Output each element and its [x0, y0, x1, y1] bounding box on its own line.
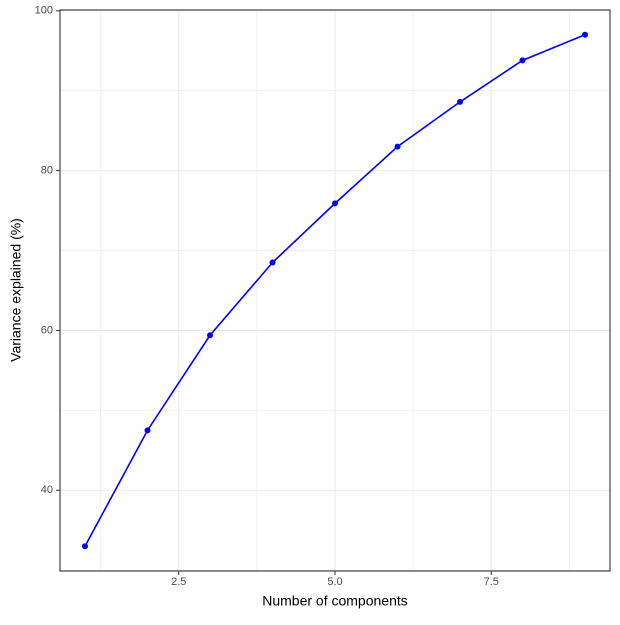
point	[394, 143, 401, 150]
point	[332, 200, 338, 207]
y-tick-label: 40	[41, 484, 53, 496]
point	[269, 259, 276, 266]
x-axis-title: Number of components	[262, 593, 408, 609]
point	[82, 543, 88, 550]
x-tick-label: 5.0	[327, 576, 342, 588]
y-tick-label: 60	[41, 324, 53, 336]
point	[582, 31, 588, 38]
point	[457, 98, 463, 105]
x-tick-label: 2.5	[171, 576, 186, 588]
point	[207, 332, 213, 339]
x-tick-label: 7.5	[484, 576, 499, 588]
y-tick-label: 100	[35, 5, 53, 17]
point	[519, 57, 526, 64]
panel-border	[59, 9, 611, 572]
y-tick-label: 80	[41, 165, 53, 177]
y-axis-title: Variance explained (%)	[8, 218, 24, 362]
point	[144, 427, 151, 434]
